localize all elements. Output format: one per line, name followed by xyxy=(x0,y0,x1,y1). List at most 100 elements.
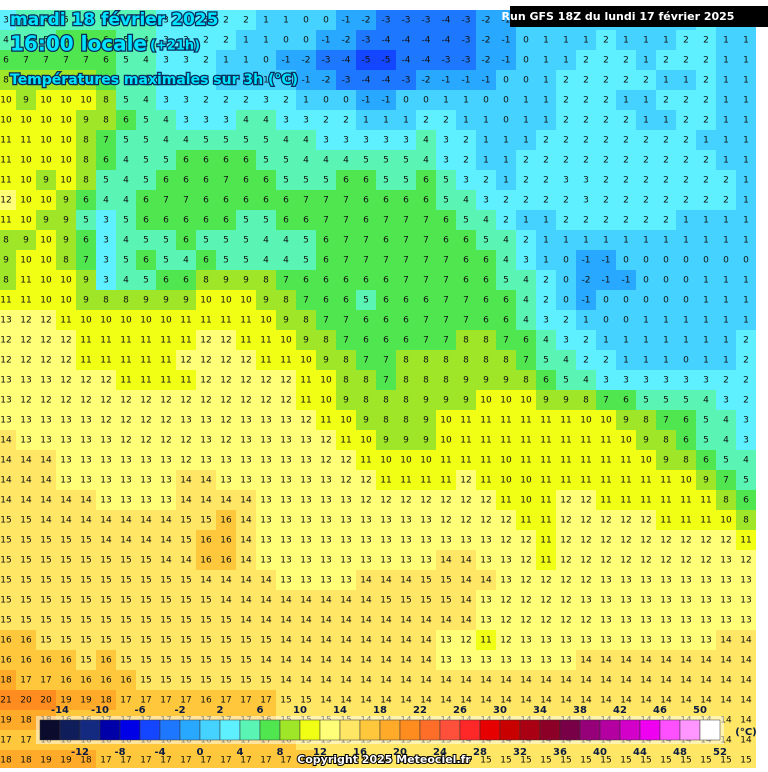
temperature-value: 10 xyxy=(500,456,512,466)
temperature-value: 5 xyxy=(243,216,249,226)
temperature-value: 13 xyxy=(660,596,671,606)
temperature-value: 9 xyxy=(163,296,169,306)
temperature-value: 0 xyxy=(703,256,709,266)
temperature-value: 13 xyxy=(100,436,111,446)
temperature-value: 10 xyxy=(200,296,212,306)
temperature-value: 14 xyxy=(280,676,292,686)
temperature-value: 2 xyxy=(343,116,349,126)
field-cell xyxy=(416,110,436,130)
temperature-value: 5 xyxy=(503,276,509,286)
temperature-value: 10 xyxy=(60,156,72,166)
field-cell xyxy=(696,150,716,170)
field-cell xyxy=(76,410,96,430)
temperature-value: 7 xyxy=(383,256,389,266)
temperature-value: 16 xyxy=(80,676,92,686)
field-cell xyxy=(276,410,296,430)
field-cell xyxy=(636,90,656,110)
temperature-value: 7 xyxy=(443,256,449,266)
temperature-value: 6 xyxy=(283,196,289,206)
temperature-value: -2 xyxy=(422,76,431,86)
temperature-value: 1 xyxy=(723,236,729,246)
field-cell xyxy=(116,250,136,270)
temperature-value: 14 xyxy=(420,656,432,666)
temperature-value: 2 xyxy=(603,156,609,166)
temperature-value: 6 xyxy=(503,296,509,306)
temperature-value: 16 xyxy=(60,676,72,686)
field-cell xyxy=(356,390,376,410)
field-cell xyxy=(336,570,356,590)
temperature-value: 1 xyxy=(663,236,669,246)
temperature-value: 3 xyxy=(403,136,409,146)
temperature-value: 14 xyxy=(320,656,332,666)
temperature-value: 12 xyxy=(580,536,591,546)
legend-swatch xyxy=(539,719,561,741)
field-cell xyxy=(396,390,416,410)
temperature-value: 2 xyxy=(503,196,509,206)
field-cell xyxy=(96,270,116,290)
temperature-value: 15 xyxy=(80,616,91,626)
temperature-value: 5 xyxy=(643,396,649,406)
temperature-value: 15 xyxy=(60,556,71,566)
temperature-value: 3 xyxy=(3,16,9,26)
temperature-value: 9 xyxy=(423,396,429,406)
field-cell xyxy=(536,230,556,250)
temperature-value: 6 xyxy=(103,56,109,66)
legend-swatch xyxy=(139,719,161,741)
temperature-value: 13 xyxy=(100,496,111,506)
temperature-value: 6 xyxy=(443,236,449,246)
field-cell xyxy=(296,550,316,570)
field-cell xyxy=(356,290,376,310)
field-cell xyxy=(76,210,96,230)
field-cell xyxy=(556,230,576,250)
temperature-value: 15 xyxy=(180,616,191,626)
temperature-value: 15 xyxy=(160,576,171,586)
field-cell xyxy=(56,350,76,370)
field-cell xyxy=(736,390,756,410)
temperature-value: 1 xyxy=(743,76,749,86)
field-cell xyxy=(256,370,276,390)
field-cell xyxy=(236,310,256,330)
temperature-value: 12 xyxy=(240,376,251,386)
temperature-value: 6 xyxy=(303,276,309,286)
temperature-value: 12 xyxy=(220,356,231,366)
temperature-value: 8 xyxy=(523,376,529,386)
temperature-value: 11 xyxy=(460,456,471,466)
field-cell xyxy=(256,450,276,470)
temperature-value: 14 xyxy=(40,516,52,526)
temperature-value: 12 xyxy=(180,436,191,446)
temperature-value: 2 xyxy=(623,216,629,226)
temperature-value: -4 xyxy=(402,56,411,66)
field-cell xyxy=(456,50,476,70)
temperature-value: 14 xyxy=(620,676,632,686)
temperature-value: 1 xyxy=(723,276,729,286)
field-cell xyxy=(576,550,596,570)
field-cell xyxy=(596,390,616,410)
field-cell xyxy=(56,310,76,330)
temperature-value: 2 xyxy=(423,116,429,126)
legend-tick-label: 0 xyxy=(197,747,204,758)
temperature-value: 3 xyxy=(163,56,169,66)
field-cell xyxy=(716,490,736,510)
temperature-value: 4 xyxy=(123,156,129,166)
temperature-value: 15 xyxy=(0,536,11,546)
field-cell xyxy=(256,90,276,110)
field-cell xyxy=(716,130,736,150)
field-cell xyxy=(356,490,376,510)
temperature-value: 12 xyxy=(220,396,231,406)
temperature-value: 5 xyxy=(143,116,149,126)
field-cell xyxy=(596,190,616,210)
temperature-value: 2 xyxy=(683,136,689,146)
field-cell xyxy=(616,570,636,590)
temperature-value: 8 xyxy=(643,416,649,426)
field-cell xyxy=(416,550,436,570)
legend-tick-label: 14 xyxy=(333,705,347,716)
temperature-value: 1 xyxy=(403,116,409,126)
temperature-value: 2 xyxy=(723,176,729,186)
temperature-value: 0 xyxy=(603,296,609,306)
field-cell xyxy=(176,570,196,590)
temperature-value: 8 xyxy=(463,356,469,366)
temperature-value: 15 xyxy=(420,596,431,606)
field-cell xyxy=(296,490,316,510)
field-cell xyxy=(556,350,576,370)
field-cell xyxy=(316,130,336,150)
